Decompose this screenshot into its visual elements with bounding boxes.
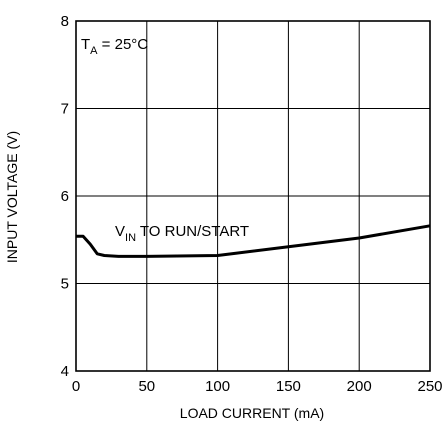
y-axis-ticks: 4 5 6 7 8 — [61, 13, 69, 380]
x-tick-label-3: 150 — [276, 378, 301, 395]
y-tick-label-2: 6 — [61, 188, 69, 205]
x-axis-label: LOAD CURRENT (mA) — [180, 405, 324, 421]
temperature-annotation: TA = 25°C — [81, 36, 148, 57]
y-tick-label-3: 7 — [61, 101, 69, 118]
grid-lines — [76, 21, 430, 371]
series-annotation: VIN TO RUN/START — [115, 223, 249, 244]
y-tick-label-4: 8 — [61, 13, 69, 30]
x-tick-label-4: 200 — [347, 378, 372, 395]
x-tick-label-0: 0 — [72, 378, 80, 395]
series-line-vin-to-run-start — [76, 224, 431, 258]
y-tick-label-1: 5 — [61, 276, 69, 293]
x-tick-label-1: 50 — [138, 378, 155, 395]
x-tick-label-2: 100 — [205, 378, 230, 395]
y-tick-label-0: 4 — [61, 363, 69, 380]
x-axis-ticks: 0 50 100 150 200 250 — [72, 378, 443, 395]
x-tick-label-5: 250 — [417, 378, 442, 395]
y-axis-label: INPUT VOLTAGE (V) — [4, 131, 20, 263]
plot-frame — [75, 20, 431, 372]
